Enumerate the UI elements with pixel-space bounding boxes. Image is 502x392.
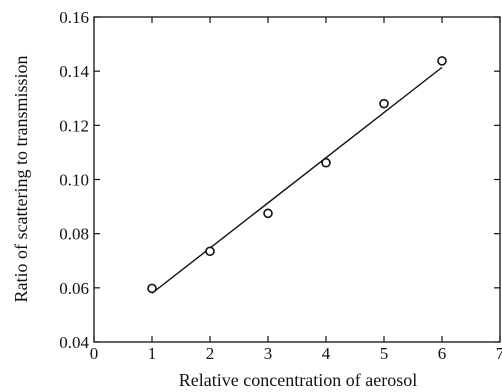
y-tick-label: 0.08 xyxy=(59,225,89,244)
y-tick-label: 0.14 xyxy=(59,62,89,81)
y-tick-label: 0.06 xyxy=(59,279,89,298)
x-tick-label: 5 xyxy=(380,344,389,363)
x-tick-label: 6 xyxy=(438,344,447,363)
y-tick-label: 0.04 xyxy=(59,333,89,352)
x-tick-label: 4 xyxy=(322,344,331,363)
data-point xyxy=(147,283,157,294)
y-tick-label: 0.12 xyxy=(59,116,89,135)
data-points-layer xyxy=(147,56,447,294)
x-axis-ticks: 0 1 2 3 4 5 6 7 xyxy=(90,17,502,363)
y-tick-label: 0.16 xyxy=(59,8,89,27)
data-point xyxy=(321,157,331,168)
x-tick-label: 0 xyxy=(90,344,99,363)
data-point xyxy=(263,208,273,219)
data-point xyxy=(205,246,215,257)
x-tick-label: 2 xyxy=(206,344,215,363)
x-axis-label: Relative concentration of aerosol xyxy=(179,370,417,390)
fit-line xyxy=(151,66,443,294)
data-point xyxy=(437,56,447,66)
x-tick-label: 1 xyxy=(148,344,157,363)
y-axis-label: Ratio of scattering to transmission xyxy=(11,56,31,303)
x-tick-label: 3 xyxy=(264,344,273,363)
data-point xyxy=(379,98,389,109)
x-tick-label: 7 xyxy=(496,344,502,363)
y-tick-label: 0.10 xyxy=(59,171,89,190)
y-axis-ticks: 0.04 0.06 0.08 0.10 0.12 0.14 0.16 xyxy=(59,8,500,352)
fit-line-layer xyxy=(151,66,443,294)
